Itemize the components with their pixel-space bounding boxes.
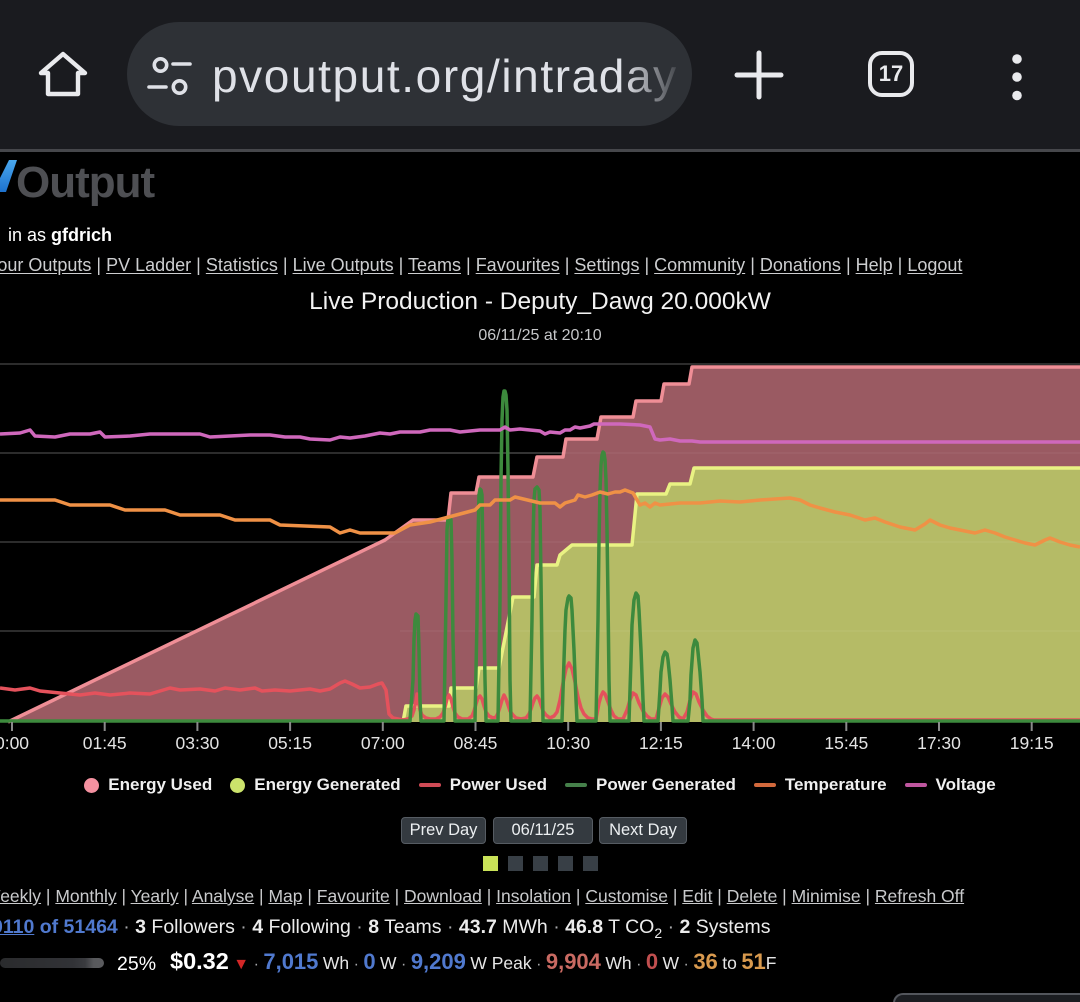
svg-text:15:45: 15:45 (824, 733, 868, 753)
svg-text:03:30: 03:30 (176, 733, 220, 753)
svg-text:17:30: 17:30 (917, 733, 961, 753)
svg-text:05:15: 05:15 (268, 733, 312, 753)
svg-text:0:00: 0:00 (0, 733, 29, 753)
svg-text:10:30: 10:30 (546, 733, 590, 753)
svg-text:14:00: 14:00 (732, 733, 776, 753)
svg-text:08:45: 08:45 (454, 733, 498, 753)
svg-text:12:15: 12:15 (639, 733, 683, 753)
svg-text:01:45: 01:45 (83, 733, 127, 753)
svg-text:07:00: 07:00 (361, 733, 405, 753)
svg-text:19:15: 19:15 (1010, 733, 1054, 753)
svg-text:Output: Output (16, 158, 156, 207)
